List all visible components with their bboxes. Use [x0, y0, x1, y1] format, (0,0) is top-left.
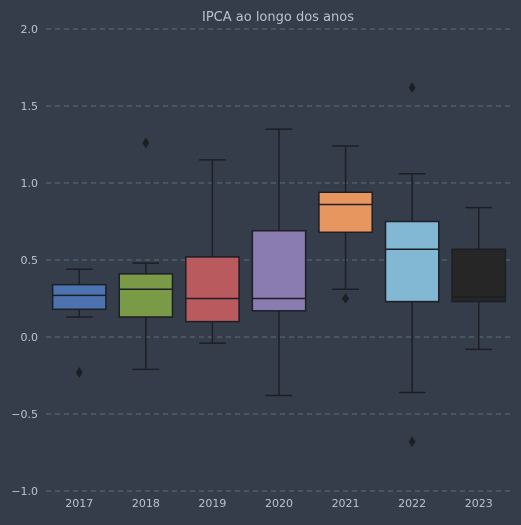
y-tick-label: 0.0	[21, 331, 39, 344]
y-tick-label: 1.5	[21, 100, 39, 113]
x-tick-label: 2022	[398, 497, 426, 510]
boxes	[51, 82, 507, 448]
y-tick-label: 1.0	[21, 177, 39, 190]
x-tick-label: 2017	[65, 497, 93, 510]
outlier-point	[408, 436, 416, 448]
box-iqr	[251, 229, 307, 312]
outlier-point	[408, 82, 416, 93]
box-group-2023	[451, 206, 507, 351]
box-group-2017	[51, 268, 107, 378]
x-tick-label: 2019	[198, 497, 226, 510]
box-iqr	[118, 273, 174, 318]
x-axis-ticks: 2017 2018 2019 2020 2021 2022 2023	[65, 497, 492, 510]
y-tick-label: −0.5	[11, 408, 38, 421]
box-group-2018	[118, 137, 174, 371]
box-group-2019	[185, 159, 240, 344]
x-tick-label: 2018	[132, 497, 160, 510]
box-iqr	[451, 248, 507, 303]
outlier-point	[75, 366, 83, 378]
y-axis-ticks: −1.0 −0.5 0.0 0.5 1.0 1.5 2.0	[11, 23, 38, 498]
outlier-point	[142, 137, 150, 149]
y-tick-label: 2.0	[21, 23, 39, 36]
y-tick-label: −1.0	[11, 485, 38, 498]
x-tick-label: 2020	[265, 497, 293, 510]
box-iqr	[384, 220, 440, 303]
box-iqr	[51, 283, 107, 311]
x-tick-label: 2023	[465, 497, 493, 510]
box-iqr	[318, 191, 373, 234]
box-group-2020	[251, 128, 307, 397]
y-tick-label: 0.5	[21, 254, 39, 267]
chart-title: IPCA ao longo dos anos	[202, 10, 354, 25]
x-tick-label: 2021	[332, 497, 360, 510]
box-iqr	[185, 256, 240, 323]
box-group-2022	[384, 82, 440, 448]
outlier-point	[342, 293, 350, 304]
box-group-2021	[318, 145, 373, 304]
